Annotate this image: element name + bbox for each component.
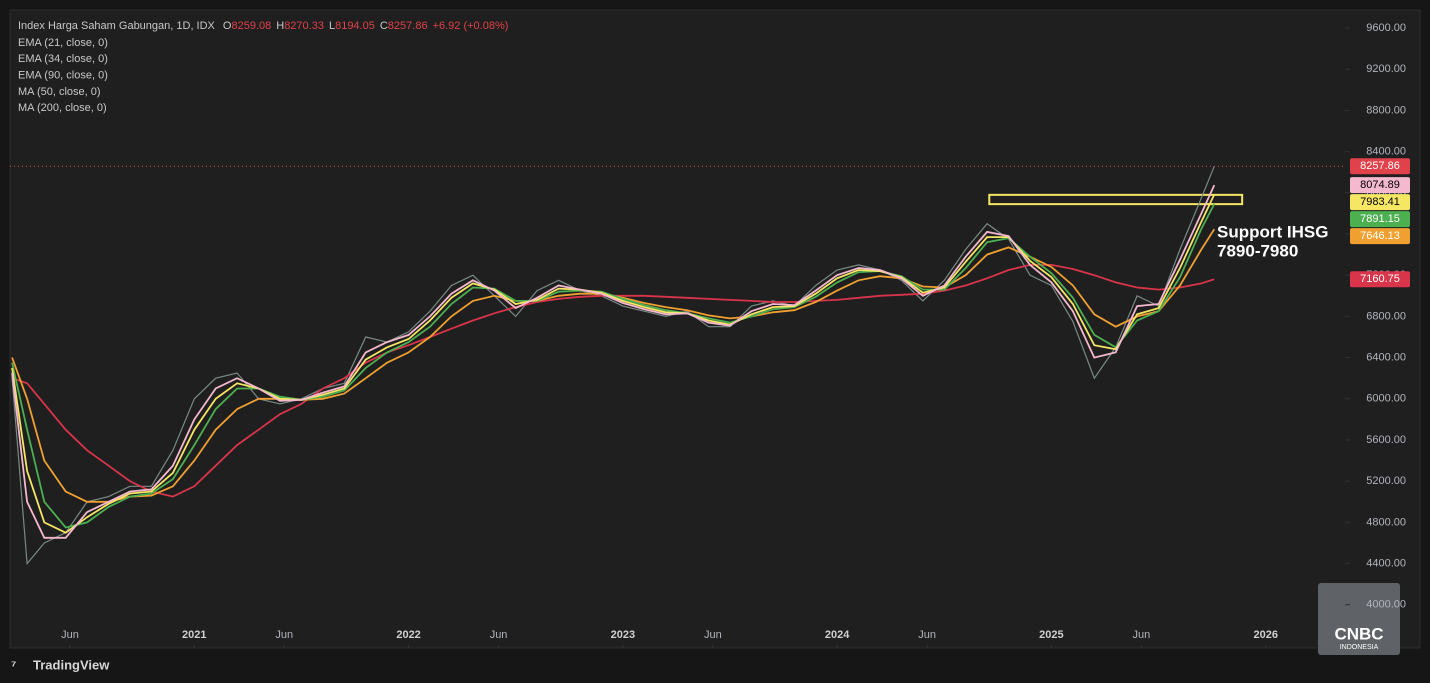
y-tick-label: 9200.00 — [1366, 63, 1406, 75]
x-tick-label: Jun — [1133, 629, 1151, 641]
price-tag — [1350, 228, 1410, 245]
ohlc-label: O — [223, 20, 232, 32]
price-tag — [1350, 158, 1410, 175]
legend: Index Harga Saham Gabungan, 1D, IDX O8259… — [18, 20, 508, 114]
price-tag — [1350, 211, 1410, 228]
branding-logo: ⁷ — [11, 657, 16, 672]
y-tick-label: 8400.00 — [1366, 146, 1406, 158]
legend-entry: EMA (34, close, 0) — [18, 53, 108, 65]
x-tick-label: Jun — [704, 629, 722, 641]
annotation: Support IHSG — [1217, 222, 1328, 241]
indicator-line — [11, 203, 1216, 529]
y-tick-label: 8800.00 — [1366, 104, 1406, 116]
y-tick-label: 9600.00 — [1366, 22, 1406, 34]
plot-area — [9, 9, 1421, 649]
support-zone — [988, 193, 1244, 206]
price-tag-label: 7891.15 — [1360, 213, 1400, 225]
y-tick-label: 4400.00 — [1366, 557, 1406, 569]
x-tick-label: Jun — [490, 629, 508, 641]
watermark-text: CNBC — [1334, 624, 1383, 643]
watermark-box — [1318, 583, 1400, 655]
ohlc-label: H — [276, 20, 284, 32]
ohlc-value: 8257.86 — [388, 20, 428, 32]
y-tick-label: 5600.00 — [1366, 434, 1406, 446]
price-tag-label: 7983.41 — [1360, 196, 1400, 208]
y-tick-label: 5200.00 — [1366, 475, 1406, 487]
watermark-text: INDONESIA — [1340, 644, 1379, 651]
indicator-line — [11, 194, 1216, 534]
x-tick-label: Jun — [61, 629, 79, 641]
price-tag-label: 7646.13 — [1360, 230, 1400, 242]
legend-entry: EMA (90, close, 0) — [18, 70, 108, 82]
x-tick-label: 2023 — [611, 629, 635, 641]
x-tick-label: 2022 — [396, 629, 420, 641]
price-tag-label: 7160.75 — [1360, 273, 1400, 285]
x-tick-label: 2021 — [182, 629, 206, 641]
y-tick-label: 6000.00 — [1366, 393, 1406, 405]
price-tag — [1350, 271, 1410, 288]
ohlc-value: 8259.08 — [231, 20, 271, 32]
x-tick-label: 2026 — [1253, 629, 1277, 641]
price-tag-label: 8074.89 — [1360, 179, 1400, 191]
annotation: 7890-7980 — [1217, 241, 1298, 260]
price-tag — [1350, 194, 1410, 211]
ohlc-value: 8194.05 — [335, 20, 375, 32]
legend-entry: MA (50, close, 0) — [18, 86, 101, 98]
branding: TradingView — [33, 657, 110, 672]
price-tag — [1350, 177, 1410, 194]
y-tick-label: 4800.00 — [1366, 516, 1406, 528]
indicator-line — [11, 184, 1216, 539]
ohlc-label: C — [380, 20, 388, 32]
legend-entry: EMA (21, close, 0) — [18, 37, 108, 49]
y-tick-label: 4000.00 — [1366, 599, 1406, 611]
x-tick-label: Jun — [918, 629, 936, 641]
y-tick-label: 6800.00 — [1366, 310, 1406, 322]
legend-title: Index Harga Saham Gabungan, 1D, IDX — [18, 20, 216, 32]
y-tick-label: 6400.00 — [1366, 351, 1406, 363]
legend-entry: MA (200, close, 0) — [18, 102, 107, 114]
x-tick-label: 2024 — [825, 629, 850, 641]
x-tick-label: 2025 — [1039, 629, 1063, 641]
price-line — [11, 165, 1215, 566]
legend-entry: Index Harga Saham Gabungan, 1D, IDX O8259… — [18, 20, 508, 32]
price-tag-label: 8257.86 — [1360, 160, 1400, 172]
ohlc-value: 8270.33 — [284, 20, 324, 32]
ohlc-label: L — [329, 20, 335, 32]
change: +6.92 (+0.08%) — [433, 20, 509, 32]
x-tick-label: Jun — [275, 629, 293, 641]
